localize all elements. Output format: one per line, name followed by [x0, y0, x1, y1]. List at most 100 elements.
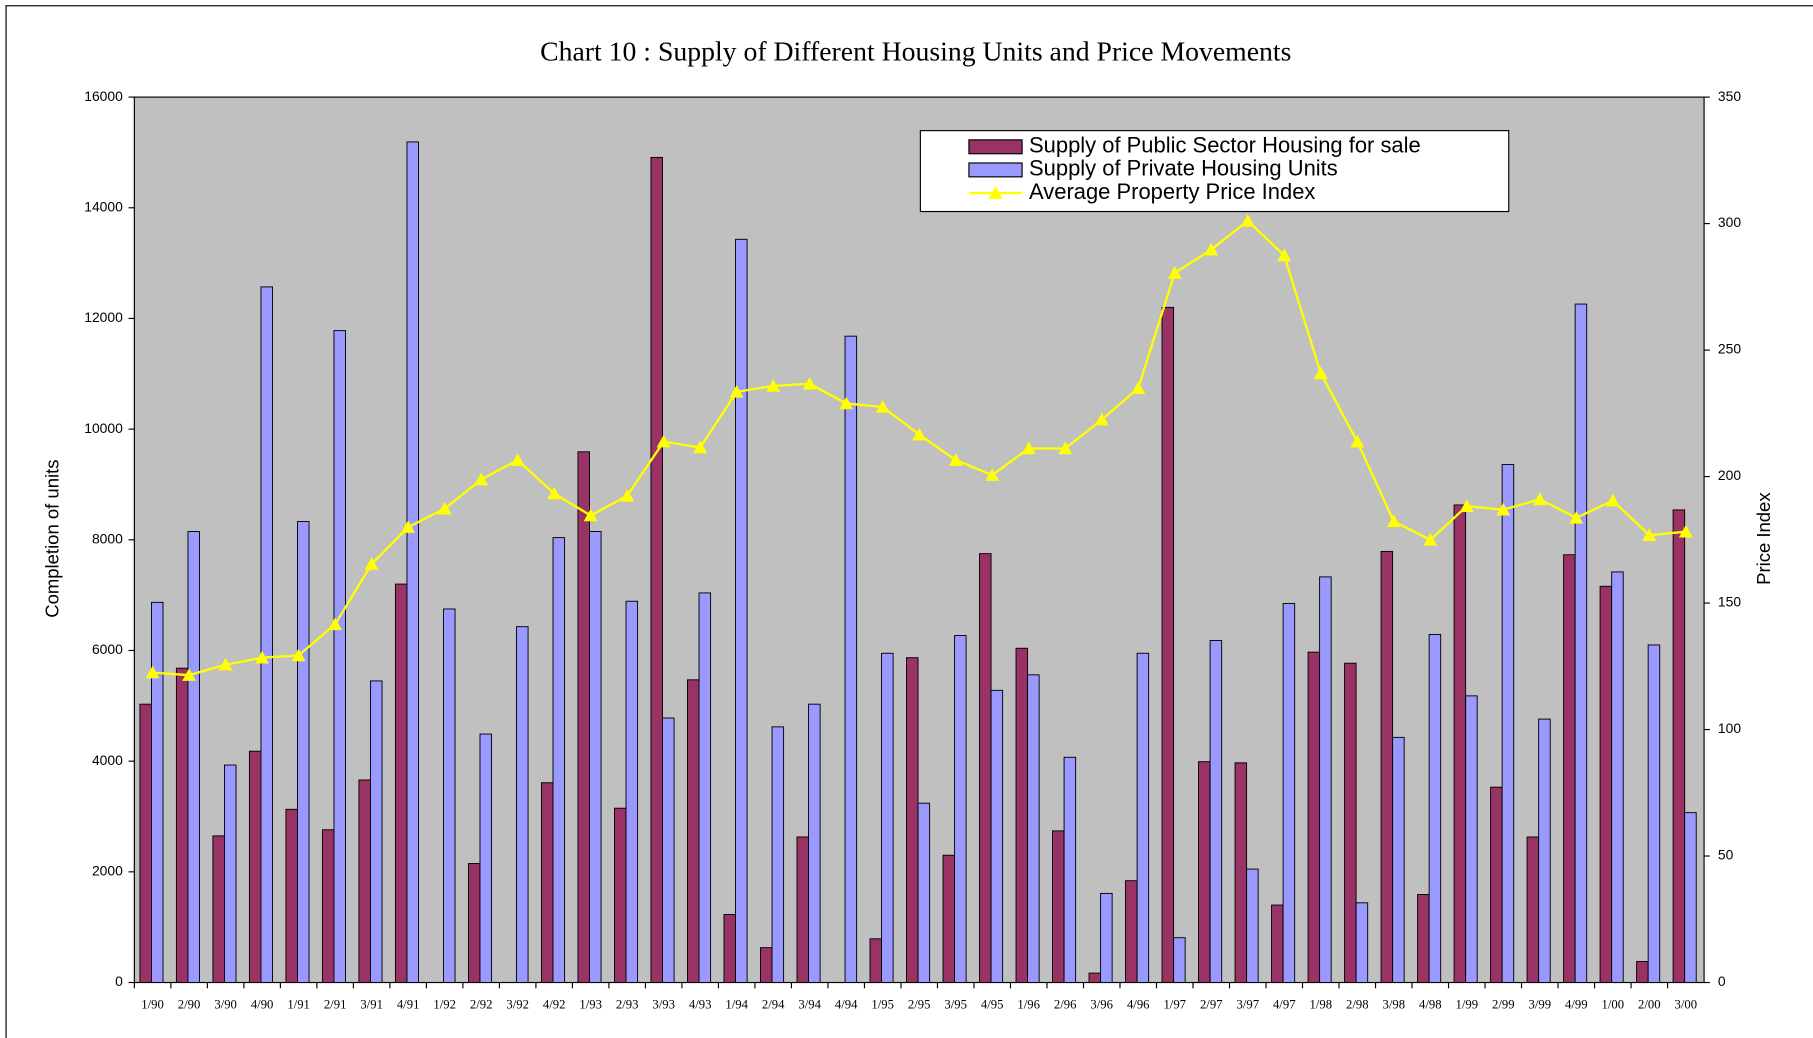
x-tick-label: 1/00 — [1602, 998, 1625, 1012]
x-tick-label: 2/96 — [1054, 998, 1077, 1012]
bar — [1198, 761, 1211, 983]
bar — [1417, 894, 1430, 983]
bar — [479, 733, 493, 983]
x-tick-label: 1/98 — [1309, 998, 1332, 1012]
line-marker — [1313, 366, 1328, 380]
bar — [1271, 904, 1284, 983]
y-tick-label: 8000 — [92, 530, 123, 546]
line-marker — [1605, 493, 1620, 507]
bar — [1501, 464, 1515, 983]
x-tick-label: 3/93 — [652, 998, 675, 1012]
line-marker — [1094, 412, 1109, 426]
bar — [333, 330, 347, 983]
bar — [906, 657, 919, 983]
line-marker — [729, 384, 744, 398]
x-tick-label: 4/92 — [543, 998, 566, 1012]
bar — [954, 635, 967, 983]
bar — [1526, 836, 1540, 983]
bar — [1282, 602, 1296, 983]
bar — [1636, 961, 1649, 983]
bar — [260, 286, 273, 983]
line-marker — [1350, 434, 1365, 448]
bar — [1100, 892, 1113, 983]
bar — [1428, 633, 1442, 983]
line-marker — [291, 648, 306, 662]
legend-label: Supply of Private Housing Units — [1029, 156, 1338, 181]
x-tick-label: 2/00 — [1638, 998, 1661, 1012]
bar — [540, 782, 554, 983]
bar — [990, 689, 1004, 983]
line-marker — [1423, 532, 1438, 546]
line-marker — [693, 440, 708, 454]
x-tick-label: 3/94 — [798, 998, 821, 1012]
line-marker — [1569, 510, 1584, 524]
bar — [1355, 902, 1369, 983]
line-marker — [620, 488, 635, 502]
legend-swatch — [968, 139, 1023, 155]
x-tick-label: 4/98 — [1419, 998, 1442, 1012]
bar — [1599, 585, 1613, 983]
line-marker — [1496, 502, 1511, 516]
x-tick-label: 1/91 — [287, 998, 310, 1012]
bar — [760, 947, 773, 983]
bar — [1380, 550, 1394, 983]
bar — [589, 531, 602, 983]
y2-tick-label: 300 — [1718, 214, 1741, 230]
x-tick-label: 2/92 — [470, 998, 493, 1012]
bar — [662, 717, 675, 983]
line-marker — [1021, 441, 1036, 455]
line-marker — [875, 400, 890, 413]
x-tick-label: 1/93 — [579, 998, 602, 1012]
bar — [1490, 786, 1503, 983]
y-tick-label: 4000 — [92, 752, 123, 768]
bar — [150, 601, 164, 983]
x-tick-label: 3/96 — [1090, 998, 1113, 1012]
line-marker — [1167, 265, 1182, 279]
y-tick-label: 10000 — [84, 420, 123, 436]
bar — [869, 938, 883, 983]
bar — [297, 521, 310, 983]
x-tick-label: 4/90 — [251, 998, 274, 1012]
y-axis-label: Completion of units — [41, 460, 62, 618]
line-marker — [1240, 213, 1255, 227]
x-tick-label: 2/93 — [616, 998, 639, 1012]
x-tick-label: 2/94 — [762, 998, 785, 1012]
y2-tick-label: 200 — [1718, 467, 1741, 483]
line-marker — [912, 427, 927, 441]
bar — [723, 913, 736, 983]
bar — [1392, 736, 1405, 983]
bar — [394, 583, 408, 983]
bar — [552, 537, 566, 983]
bar — [796, 836, 810, 983]
x-tick-label: 3/00 — [1675, 998, 1698, 1012]
x-tick-label: 2/95 — [908, 998, 931, 1012]
x-tick-label: 1/94 — [725, 998, 748, 1012]
bar — [358, 779, 371, 983]
line-marker — [474, 472, 489, 486]
legend-label: Supply of Public Sector Housing for sale — [1029, 133, 1421, 158]
line-marker — [766, 379, 781, 392]
bar — [1344, 662, 1357, 983]
line-marker — [1204, 242, 1219, 256]
line-marker — [364, 557, 379, 570]
x-tick-label: 1/96 — [1017, 998, 1040, 1012]
y2-tick-label: 350 — [1718, 88, 1741, 104]
line-marker — [985, 468, 1000, 481]
bar — [1538, 718, 1551, 983]
bar — [1672, 509, 1686, 983]
bar — [1611, 571, 1624, 983]
x-tick-label: 4/93 — [689, 998, 712, 1012]
line-marker — [1642, 528, 1657, 542]
x-tick-label: 2/99 — [1492, 998, 1515, 1012]
x-tick-label: 2/97 — [1200, 998, 1223, 1012]
bar — [577, 451, 590, 983]
line-marker — [145, 665, 160, 679]
x-tick-label: 3/97 — [1236, 998, 1259, 1012]
bar — [1125, 880, 1138, 983]
bar — [1563, 554, 1576, 983]
line-marker — [1058, 441, 1073, 455]
bar — [370, 680, 383, 983]
y2-tick-label: 250 — [1718, 341, 1741, 357]
bar — [1173, 937, 1186, 983]
